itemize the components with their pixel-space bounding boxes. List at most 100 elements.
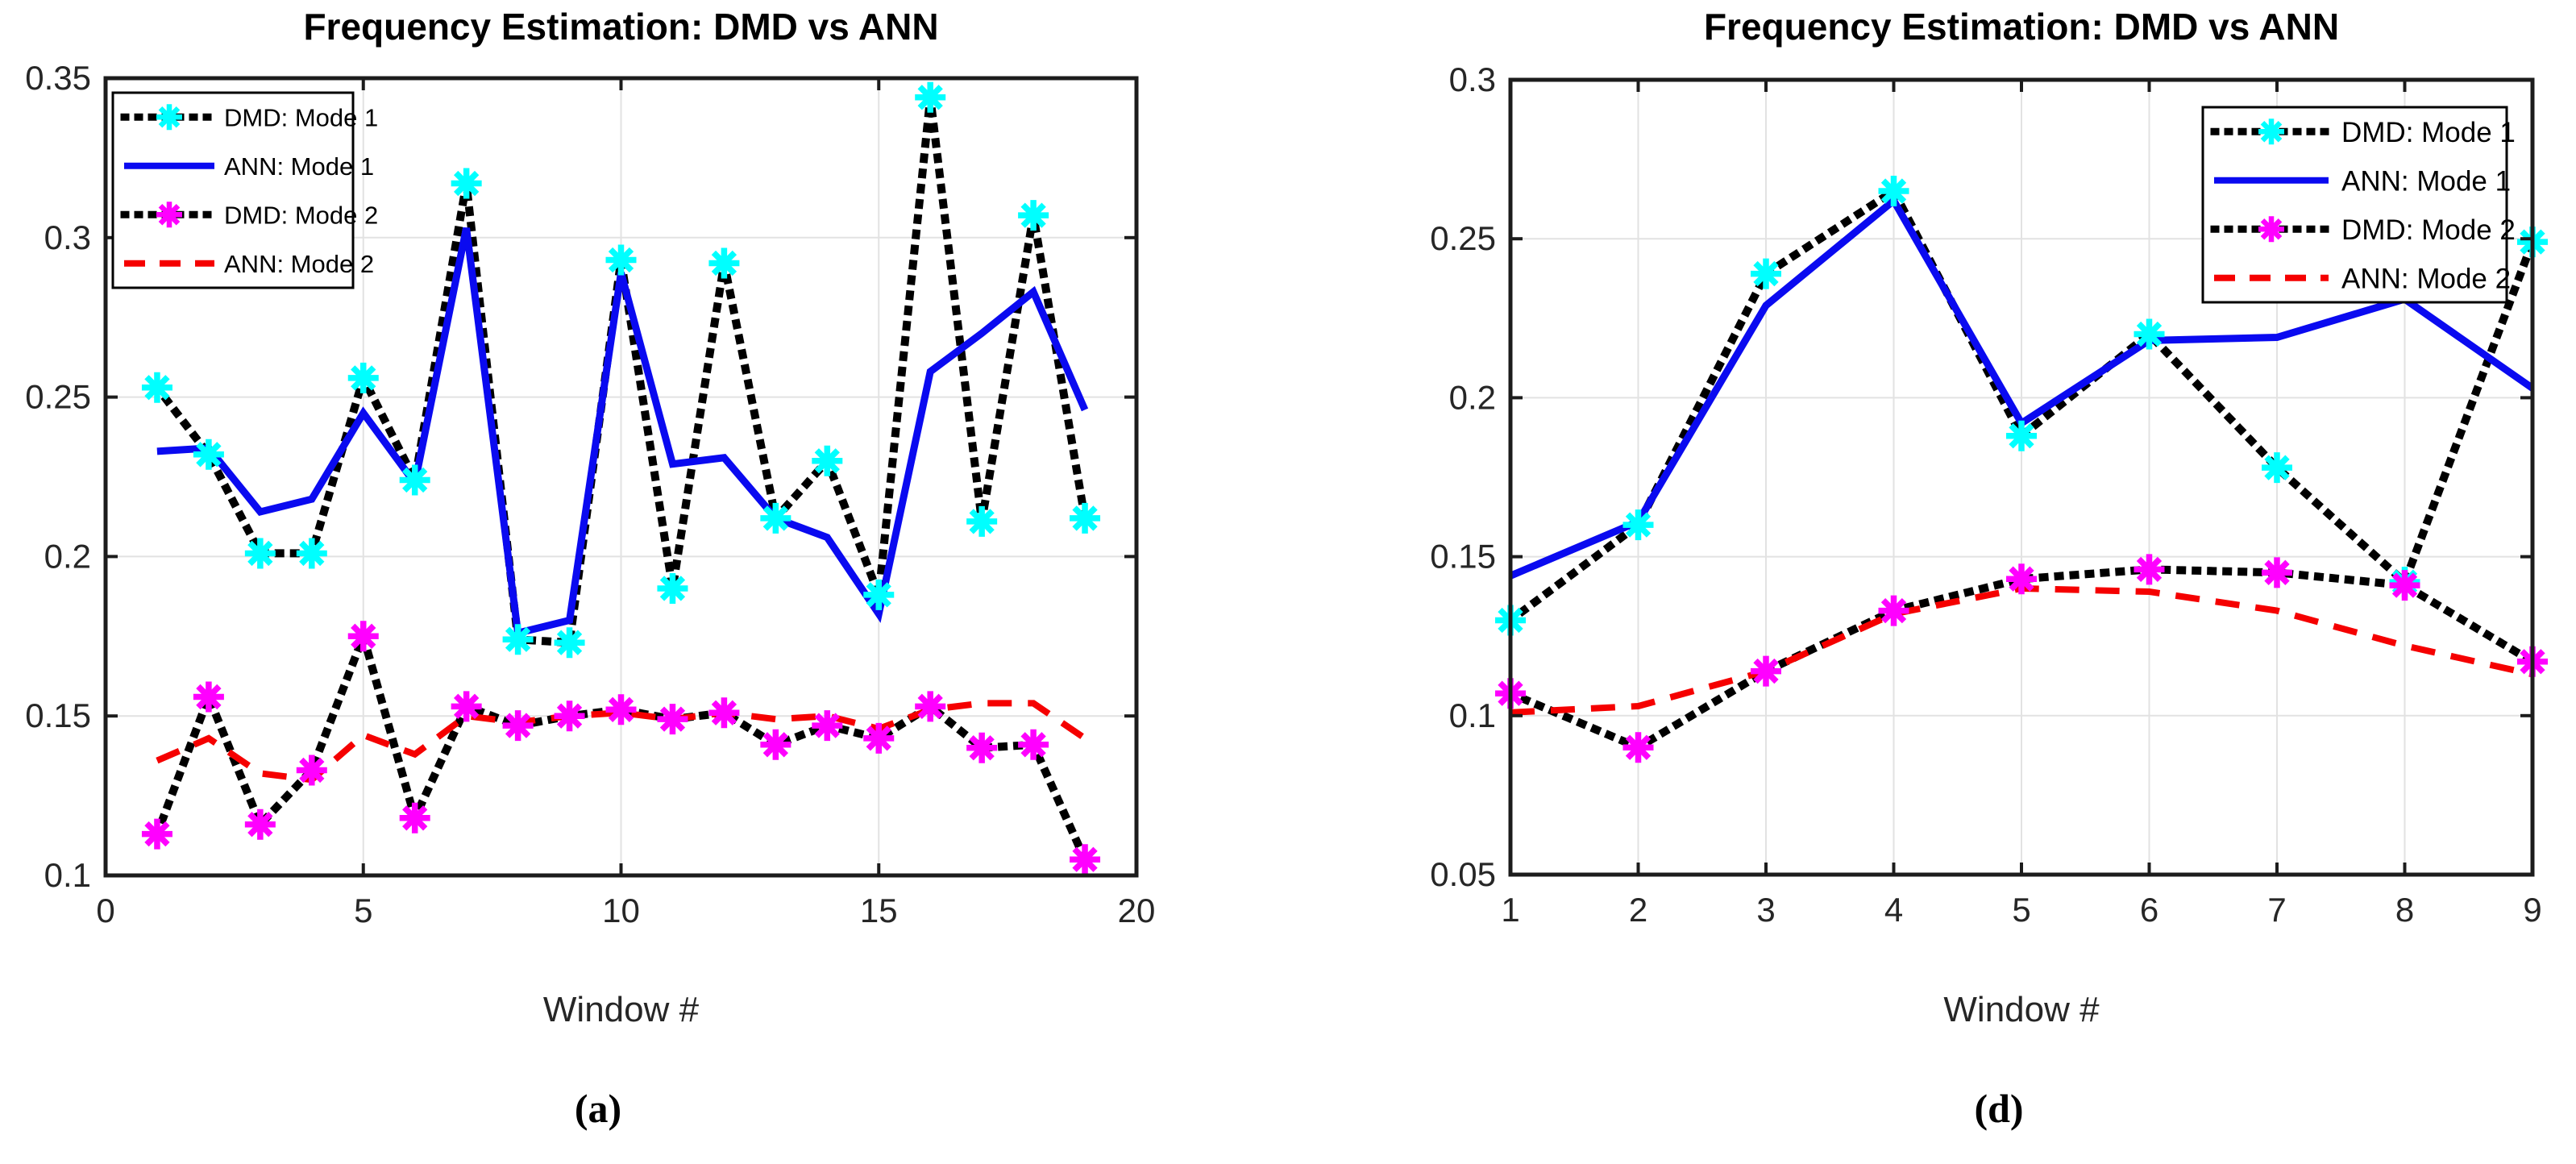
asterisk-marker bbox=[1070, 502, 1101, 534]
y-tick-label: 0.15 bbox=[25, 696, 91, 734]
asterisk-marker bbox=[708, 697, 740, 729]
legend-box bbox=[111, 91, 355, 289]
asterisk-marker bbox=[1018, 729, 1049, 760]
x-tick-label: 7 bbox=[2267, 891, 2286, 929]
legend-entry: DMD: Mode 2 bbox=[120, 201, 378, 229]
series-markers-dmd-mode-1 bbox=[141, 81, 1101, 659]
y-tick-label: 0.2 bbox=[1449, 378, 1496, 416]
legend-entry: ANN: Mode 1 bbox=[2214, 165, 2511, 197]
asterisk-marker bbox=[863, 579, 895, 610]
asterisk-marker bbox=[347, 621, 379, 652]
asterisk-marker bbox=[296, 755, 327, 786]
asterisk-marker bbox=[1751, 258, 1781, 289]
x-tick-label: 5 bbox=[354, 892, 372, 929]
gridlines bbox=[1510, 80, 2532, 875]
asterisk-marker bbox=[657, 572, 688, 604]
asterisk-marker bbox=[2258, 118, 2284, 145]
asterisk-marker bbox=[399, 802, 430, 834]
x-tick-label: 4 bbox=[1884, 891, 1903, 929]
y-tick-label: 0.3 bbox=[44, 218, 91, 256]
legend-label: ANN: Mode 1 bbox=[2341, 165, 2511, 197]
x-tick-label: 2 bbox=[1629, 891, 1647, 929]
asterisk-marker bbox=[2258, 216, 2284, 243]
x-tick-label: 10 bbox=[602, 892, 640, 929]
asterisk-marker bbox=[502, 710, 534, 742]
series-markers-dmd-mode-2 bbox=[141, 621, 1101, 875]
y-tick-label: 0.2 bbox=[44, 537, 91, 575]
asterisk-marker bbox=[2389, 570, 2420, 601]
legend: DMD: Mode 1 ANN: Mode 1 DMD: Mode 2 ANN: Mo… bbox=[2201, 106, 2516, 304]
asterisk-marker bbox=[347, 362, 379, 393]
asterisk-marker bbox=[1018, 200, 1049, 231]
asterisk-marker bbox=[296, 538, 327, 569]
chart-a-caption: (a) bbox=[574, 1086, 622, 1131]
asterisk-marker bbox=[1878, 176, 1909, 207]
legend-label: DMD: Mode 2 bbox=[2341, 214, 2516, 246]
chart-d: 1 2 3 4 5 6 7 8 9 0.05 0.1 0.15 0.2 0.25 0.3 DMD: Mode … bbox=[1430, 60, 2548, 929]
tick-marks bbox=[1509, 78, 2534, 876]
legend-entry: ANN: Mode 1 bbox=[124, 152, 374, 181]
x-tick-label: 5 bbox=[2012, 891, 2030, 929]
chart-d-title: Frequency Estimation: DMD vs ANN bbox=[1703, 6, 2340, 48]
asterisk-marker bbox=[141, 818, 172, 850]
asterisk-marker bbox=[915, 81, 946, 113]
asterisk-marker bbox=[657, 704, 688, 735]
asterisk-marker bbox=[605, 694, 637, 725]
chart-a-title: Frequency Estimation: DMD vs ANN bbox=[303, 6, 939, 48]
asterisk-marker bbox=[1622, 732, 1654, 763]
asterisk-marker bbox=[141, 372, 172, 403]
tick-labels: 0 5 10 15 20 0.1 0.15 0.2 0.25 0.3 0.35 bbox=[25, 59, 1155, 929]
asterisk-marker bbox=[2262, 557, 2292, 588]
asterisk-marker bbox=[193, 439, 224, 470]
legend-entry: ANN: Mode 2 bbox=[2214, 263, 2511, 294]
legend-label: ANN: Mode 2 bbox=[2341, 263, 2511, 294]
legend-label: DMD: Mode 1 bbox=[224, 103, 378, 131]
x-tick-label: 15 bbox=[860, 892, 898, 929]
x-tick-label: 9 bbox=[2523, 891, 2541, 929]
asterisk-marker bbox=[2262, 452, 2292, 484]
chart-d-caption: (d) bbox=[1974, 1086, 2024, 1131]
asterisk-marker bbox=[812, 445, 843, 476]
y-tick-label: 0.3 bbox=[1449, 60, 1496, 98]
x-tick-label: 6 bbox=[2140, 891, 2158, 929]
x-tick-label: 0 bbox=[96, 892, 114, 929]
legend-label: ANN: Mode 2 bbox=[224, 250, 374, 278]
asterisk-marker bbox=[605, 244, 637, 276]
asterisk-marker bbox=[554, 700, 585, 732]
asterisk-marker bbox=[2006, 420, 2037, 451]
y-tick-label: 0.15 bbox=[1430, 538, 1496, 576]
asterisk-marker bbox=[1751, 655, 1781, 687]
asterisk-marker bbox=[760, 502, 791, 534]
x-tick-label: 3 bbox=[1756, 891, 1775, 929]
legend-box bbox=[2201, 106, 2508, 304]
asterisk-marker bbox=[156, 202, 182, 228]
legend-entry: DMD: Mode 2 bbox=[2210, 214, 2516, 246]
legend: DMD: Mode 1 ANN: Mode 1 DMD: Mode 2 ANN: Mo… bbox=[111, 91, 378, 289]
asterisk-marker bbox=[812, 710, 843, 742]
asterisk-marker bbox=[451, 691, 482, 722]
asterisk-marker bbox=[863, 722, 895, 754]
asterisk-marker bbox=[915, 691, 946, 722]
asterisk-marker bbox=[1878, 595, 1909, 626]
asterisk-marker bbox=[2134, 554, 2165, 585]
asterisk-marker bbox=[2006, 563, 2037, 595]
x-tick-label: 20 bbox=[1118, 892, 1156, 929]
asterisk-marker bbox=[156, 104, 182, 131]
legend-entry: DMD: Mode 1 bbox=[2210, 117, 2516, 148]
asterisk-marker bbox=[554, 627, 585, 659]
legend-label: DMD: Mode 2 bbox=[224, 201, 378, 229]
asterisk-marker bbox=[193, 681, 224, 713]
asterisk-marker bbox=[1070, 844, 1101, 875]
y-tick-label: 0.1 bbox=[44, 856, 91, 894]
asterisk-marker bbox=[2134, 318, 2165, 350]
y-tick-label: 0.35 bbox=[25, 59, 91, 97]
legend-entry: DMD: Mode 1 bbox=[120, 103, 378, 131]
y-tick-label: 0.25 bbox=[1430, 219, 1496, 257]
legend-label: DMD: Mode 1 bbox=[2341, 117, 2516, 148]
asterisk-marker bbox=[966, 732, 998, 763]
chart-d-xaxis-label: Window # bbox=[1943, 990, 2100, 1029]
chart-a: 0 5 10 15 20 0.1 0.15 0.2 0.25 0.3 0.35 DMD: Mode 1… bbox=[25, 59, 1155, 929]
asterisk-marker bbox=[502, 624, 534, 655]
asterisk-marker bbox=[708, 247, 740, 279]
asterisk-marker bbox=[966, 505, 998, 537]
